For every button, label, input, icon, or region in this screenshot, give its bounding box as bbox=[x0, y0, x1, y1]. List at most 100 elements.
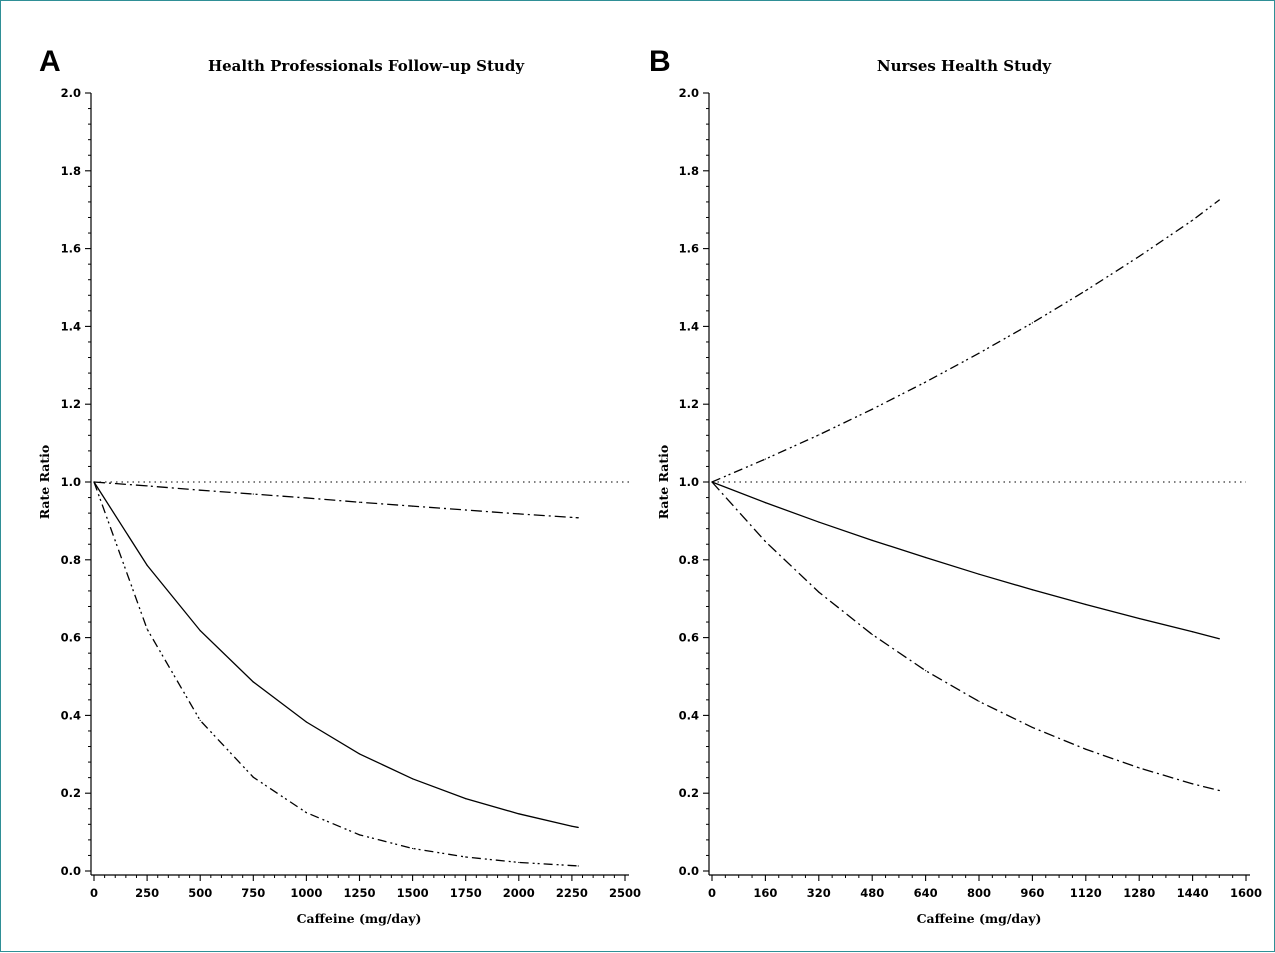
series-line-dash-dot-dot bbox=[711, 199, 1220, 483]
data-point bbox=[146, 564, 148, 566]
data-point bbox=[358, 501, 361, 503]
y-axis-title: Rate Ratio bbox=[37, 445, 52, 520]
data-point bbox=[871, 408, 873, 410]
x-tick-label: 1600 bbox=[1230, 886, 1262, 900]
data-point bbox=[978, 573, 980, 575]
data-point bbox=[146, 485, 148, 487]
y-tick-label: 0.6 bbox=[679, 631, 699, 645]
y-tick-label: 0.4 bbox=[679, 708, 699, 722]
data-point bbox=[764, 540, 767, 543]
data-point bbox=[412, 778, 414, 780]
y-tick-label: 0.4 bbox=[61, 708, 81, 722]
data-point bbox=[871, 539, 873, 541]
x-tick-label: 0 bbox=[708, 886, 716, 900]
y-tick-label: 1.2 bbox=[61, 397, 81, 411]
x-tick-label: 800 bbox=[967, 886, 991, 900]
x-tick-label: 640 bbox=[914, 886, 938, 900]
data-point bbox=[146, 628, 148, 630]
y-tick-label: 1.0 bbox=[61, 475, 81, 489]
data-point bbox=[252, 776, 254, 778]
x-tick-label: 1120 bbox=[1070, 886, 1102, 900]
data-point bbox=[518, 813, 520, 815]
data-point bbox=[305, 497, 307, 499]
data-point bbox=[571, 516, 573, 518]
data-point bbox=[1138, 617, 1140, 620]
data-point bbox=[1031, 726, 1033, 729]
y-tick-label: 1.0 bbox=[679, 475, 699, 489]
data-point bbox=[252, 681, 254, 683]
x-tick-label: 2250 bbox=[556, 886, 588, 900]
y-tick-label: 1.8 bbox=[679, 164, 699, 178]
y-tick-label: 0.8 bbox=[61, 553, 81, 567]
y-tick-label: 1.4 bbox=[61, 319, 81, 333]
data-point bbox=[1085, 603, 1087, 606]
data-point bbox=[571, 864, 573, 867]
x-tick-label: 960 bbox=[1020, 886, 1044, 900]
x-tick-label: 1750 bbox=[450, 886, 482, 900]
data-point bbox=[252, 493, 254, 495]
data-point bbox=[412, 505, 414, 507]
data-point bbox=[1218, 789, 1220, 792]
data-point bbox=[577, 826, 579, 829]
data-point bbox=[305, 721, 307, 723]
data-point bbox=[305, 812, 307, 814]
data-point bbox=[1085, 748, 1087, 750]
chart-title: Health Professionals Follow–up Study bbox=[208, 57, 525, 75]
x-tick-label: 0 bbox=[90, 886, 98, 900]
y-tick-label: 1.2 bbox=[679, 397, 699, 411]
data-point bbox=[412, 847, 414, 850]
data-point bbox=[465, 798, 467, 800]
data-point bbox=[1192, 631, 1194, 633]
panel-a: A Health Professionals Follow–up Study 0.0… bbox=[37, 45, 641, 926]
data-point bbox=[465, 509, 467, 511]
series-line-dash-dot-dot bbox=[93, 481, 579, 867]
y-axis-title: Rate Ratio bbox=[656, 445, 671, 520]
data-point bbox=[978, 700, 980, 702]
x-tick-label: 1250 bbox=[343, 886, 375, 900]
data-point bbox=[1085, 290, 1087, 292]
x-axis-title: Caffeine (mg/day) bbox=[297, 911, 422, 926]
data-point bbox=[358, 834, 361, 836]
data-point bbox=[1192, 219, 1194, 221]
data-point bbox=[764, 502, 767, 504]
data-point bbox=[1138, 255, 1140, 257]
data-point bbox=[711, 481, 713, 483]
series-line-solid bbox=[93, 481, 579, 829]
y-tick-label: 1.6 bbox=[61, 242, 81, 256]
y-tick-label: 0.6 bbox=[61, 631, 81, 645]
data-point bbox=[818, 434, 820, 436]
y-tick-label: 0.0 bbox=[679, 864, 699, 878]
x-tick-label: 320 bbox=[807, 886, 831, 900]
y-tick-label: 1.8 bbox=[61, 164, 81, 178]
data-point bbox=[518, 861, 520, 864]
data-point bbox=[1138, 767, 1140, 769]
x-tick-label: 2500 bbox=[609, 886, 641, 900]
x-tick-label: 1280 bbox=[1123, 886, 1155, 900]
x-tick-label: 750 bbox=[241, 886, 265, 900]
data-point bbox=[199, 489, 201, 491]
panel-letter: B bbox=[649, 45, 671, 78]
x-tick-label: 500 bbox=[188, 886, 212, 900]
data-point bbox=[978, 352, 980, 354]
panel-letter: A bbox=[39, 45, 61, 78]
x-tick-label: 480 bbox=[860, 886, 884, 900]
data-point bbox=[465, 856, 467, 858]
data-point bbox=[818, 521, 820, 523]
series-line-solid bbox=[711, 481, 1220, 640]
data-point bbox=[577, 517, 579, 519]
x-tick-label: 160 bbox=[753, 886, 777, 900]
data-point bbox=[199, 629, 201, 632]
data-point bbox=[818, 591, 820, 593]
data-point bbox=[1031, 589, 1033, 591]
chart-title: Nurses Health Study bbox=[877, 57, 1053, 75]
data-point bbox=[571, 825, 573, 827]
panel-b: B Nurses Health Study 0.0 0.2 0.4 0.6 0.8 1.0 1.… bbox=[649, 45, 1262, 926]
data-point bbox=[358, 753, 361, 755]
data-point bbox=[925, 670, 927, 672]
y-tick-label: 1.6 bbox=[679, 242, 699, 256]
data-point bbox=[518, 513, 520, 515]
series-line-dash-dot bbox=[93, 481, 579, 519]
y-tick-label: 0.0 bbox=[61, 864, 81, 878]
